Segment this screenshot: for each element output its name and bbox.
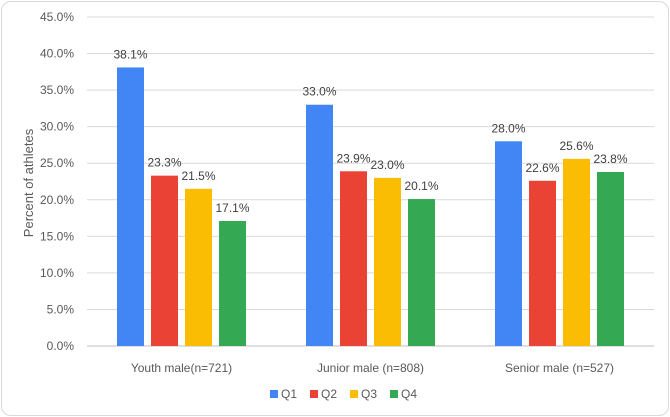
bar-q2 <box>529 180 556 346</box>
y-tick-label: 10.0% <box>40 266 74 280</box>
legend-label: Q3 <box>361 387 377 401</box>
legend-swatch-q1 <box>270 390 278 398</box>
data-label: 25.6% <box>559 139 593 153</box>
data-label: 23.0% <box>370 158 404 172</box>
bar-q2 <box>340 171 367 346</box>
bar-q4 <box>597 171 624 346</box>
y-tick-label: 40.0% <box>40 47 74 61</box>
x-category-label: Youth male(n=721) <box>131 361 232 375</box>
legend: Q1 Q2 Q3 Q4 <box>270 387 417 401</box>
bar-q1 <box>495 141 522 346</box>
y-tick-label: 35.0% <box>40 83 74 97</box>
bar-q3 <box>185 188 212 346</box>
data-label: 33.0% <box>302 85 336 99</box>
y-tick-label: 30.0% <box>40 120 74 134</box>
legend-label: Q2 <box>321 387 337 401</box>
y-tick-label: 25.0% <box>40 156 74 170</box>
bar-q1 <box>117 67 144 347</box>
data-label: 23.3% <box>147 156 181 170</box>
y-axis-ticks: 0.0% 5.0% 10.0% 15.0% 20.0% 25.0% 30.0% 35.0% 40… <box>40 10 74 353</box>
legend-swatch-q4 <box>390 390 398 398</box>
x-category-label: Junior male (n=808) <box>317 361 424 375</box>
data-label: 22.6% <box>525 161 559 175</box>
bar-q2 <box>151 175 178 346</box>
legend-label: Q1 <box>281 387 297 401</box>
x-category-label: Senior male (n=527) <box>505 361 614 375</box>
data-label: 20.1% <box>404 179 438 193</box>
y-tick-label: 45.0% <box>40 10 74 24</box>
data-label: 28.0% <box>491 121 525 135</box>
data-label: 23.8% <box>593 152 627 166</box>
gridlines <box>87 16 654 347</box>
legend-swatch-q3 <box>350 390 358 398</box>
bar-q4 <box>219 220 246 346</box>
y-tick-label: 0.0% <box>47 339 75 353</box>
data-label: 23.9% <box>336 151 370 165</box>
y-tick-label: 15.0% <box>40 229 74 243</box>
data-label: 17.1% <box>215 201 249 215</box>
y-tick-label: 20.0% <box>40 193 74 207</box>
bar-q3 <box>374 177 401 346</box>
legend-label: Q4 <box>401 387 417 401</box>
y-tick-label: 5.0% <box>47 302 75 316</box>
y-axis-label: Percent of athletes <box>21 128 36 237</box>
bar-q1 <box>306 104 333 346</box>
legend-swatch-q2 <box>310 390 318 398</box>
data-labels: 38.1% 23.3%21.5% 17.1% 33.0% 23.9% 23.0%20.1%… <box>113 47 627 215</box>
data-label: 21.5% <box>181 169 215 183</box>
bars <box>117 67 624 347</box>
x-axis-categories: Youth male(n=721) Junior male (n=808) Seni… <box>131 361 614 375</box>
bar-q3 <box>563 158 590 346</box>
data-label: 38.1% <box>113 47 147 61</box>
bar-q4 <box>408 199 435 346</box>
